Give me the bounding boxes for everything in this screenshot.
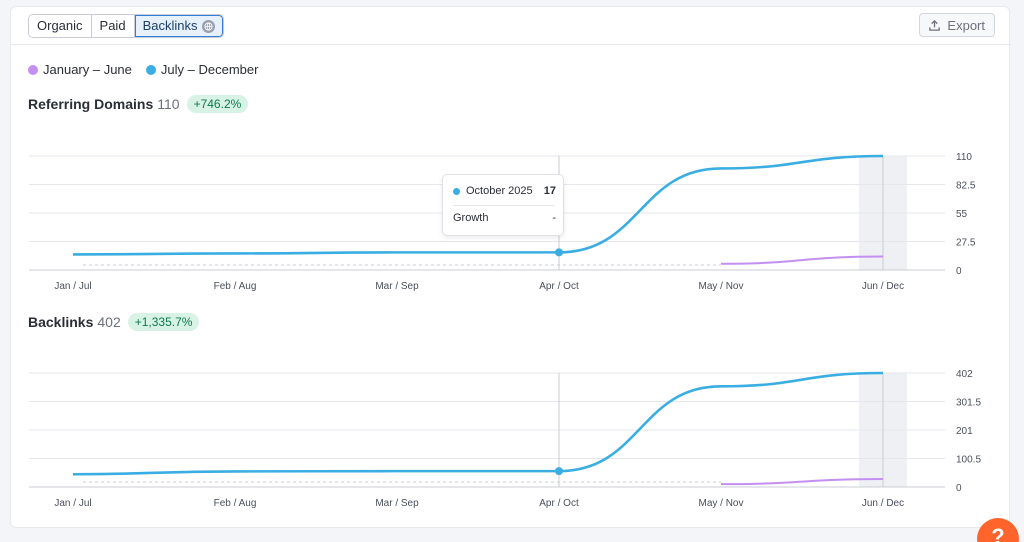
y-tick-label: 110 (956, 152, 972, 163)
x-tick-label: Jun / Dec (862, 498, 904, 509)
referring-domains-header: Referring Domains 110 +746.2% (28, 95, 249, 113)
tooltip-growth-label: Growth (453, 212, 489, 224)
tooltip-month: October 2025 (466, 185, 533, 197)
tooltip-swatch (453, 187, 460, 195)
x-tick-label: May / Nov (698, 498, 743, 509)
series-line (72, 154, 884, 256)
series-line (72, 371, 884, 476)
export-label: Export (947, 17, 985, 33)
hover-marker (555, 467, 563, 476)
report-type-switcher: Organic Paid Backlinks (28, 14, 225, 38)
x-tick-label: Jan / Jul (54, 498, 91, 509)
legend-swatch (28, 64, 38, 75)
backlinks-header: Backlinks 402 +1,335.7% (28, 313, 200, 331)
hover-marker (555, 248, 563, 257)
x-tick-label: Mar / Sep (375, 498, 419, 509)
tab-backlinks-label: Backlinks (142, 18, 198, 33)
chart-title: Referring Domains (28, 96, 154, 112)
series-line (720, 478, 884, 486)
x-tick-label: Feb / Aug (214, 281, 257, 292)
chart-total: 110 (157, 96, 180, 112)
y-tick-label: 201 (956, 426, 973, 437)
legend-item-jul-dec[interactable]: July – December (145, 62, 259, 77)
y-tick-label: 402 (956, 369, 973, 380)
y-tick-label: 0 (956, 266, 962, 277)
series-line (720, 255, 884, 265)
chart-total: 402 (97, 314, 121, 330)
tab-backlinks[interactable]: Backlinks (134, 15, 224, 37)
x-tick-label: Apr / Oct (539, 281, 579, 292)
y-tick-label: 100.5 (956, 455, 981, 466)
upload-icon (929, 19, 941, 31)
x-tick-label: Jun / Dec (862, 281, 904, 292)
legend-label: January – June (43, 62, 132, 77)
referring-domains-chart[interactable]: 110 82.5 55 27.5 0 Jan / Jul Feb / Aug Mar / Se… (11, 142, 1011, 302)
traffic-card: Organic Paid Backlinks Export January – … (10, 6, 1011, 528)
x-tick-label: Jan / Jul (54, 281, 91, 292)
chart-tooltip: October 2025 17 Growth - (442, 174, 564, 236)
legend: January – June July – December (28, 62, 258, 77)
export-button[interactable]: Export (919, 13, 995, 37)
y-tick-label: 55 (956, 209, 968, 220)
legend-swatch (145, 64, 156, 75)
y-tick-label: 82.5 (956, 181, 976, 192)
help-label: ? (991, 524, 1005, 542)
change-badge: +746.2% (186, 95, 249, 113)
tab-paid[interactable]: Paid (91, 15, 135, 37)
backlinks-chart[interactable]: 402 301.5 201 100.5 0 Jan / Jul Feb / Aug Mar /… (11, 359, 1011, 519)
tab-organic[interactable]: Organic (29, 15, 92, 37)
x-tick-label: Feb / Aug (214, 498, 257, 509)
legend-label: July – December (160, 62, 259, 77)
change-badge: +1,335.7% (127, 313, 200, 331)
card-toolbar: Organic Paid Backlinks Export (11, 7, 1011, 45)
legend-item-jan-jun[interactable]: January – June (28, 62, 132, 77)
tooltip-divider (453, 205, 554, 206)
tooltip-value: 17 (543, 185, 556, 197)
chart-title: Backlinks (28, 314, 94, 330)
tooltip-growth-value: - (552, 212, 556, 224)
y-tick-label: 0 (956, 483, 962, 494)
x-tick-label: Apr / Oct (539, 498, 579, 509)
x-tick-label: May / Nov (698, 281, 743, 292)
globe-icon (202, 19, 216, 33)
x-tick-label: Mar / Sep (375, 281, 419, 292)
y-tick-label: 301.5 (956, 398, 981, 409)
y-tick-label: 27.5 (956, 238, 976, 249)
